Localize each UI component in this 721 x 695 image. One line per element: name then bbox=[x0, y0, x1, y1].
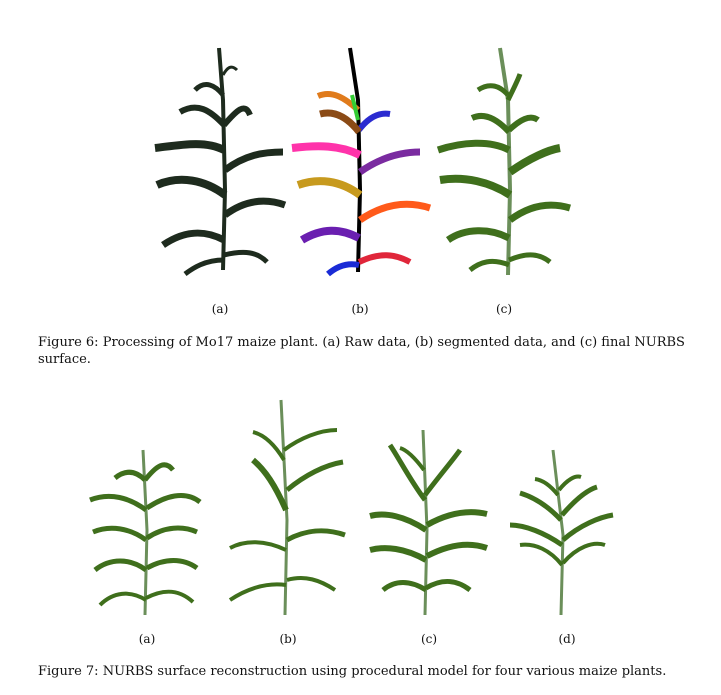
maize-plant-nurbs-image bbox=[436, 47, 572, 276]
maize-plant-segmented-image bbox=[291, 47, 432, 277]
maize-plant-b-image bbox=[228, 399, 346, 616]
figure7-label-d: (d) bbox=[558, 632, 576, 646]
figure7-label-c: (c) bbox=[420, 632, 438, 646]
figure6-label-a: (a) bbox=[211, 302, 229, 316]
figure7-panel-d bbox=[505, 445, 620, 620]
figure7-caption: Figure 7: NURBS surface reconstruction u… bbox=[38, 664, 667, 679]
figure6-panel-a bbox=[145, 40, 295, 285]
figure7-panel-c bbox=[365, 420, 490, 620]
figure7-panel-b bbox=[225, 390, 350, 620]
maize-plant-d-image bbox=[509, 449, 614, 616]
figure6-caption: Figure 6: Processing of Mo17 maize plant… bbox=[38, 335, 685, 367]
figure7-label-a: (a) bbox=[138, 632, 156, 646]
figure7-panel-a bbox=[85, 430, 205, 620]
figure6-panel-c bbox=[430, 40, 580, 285]
maize-plant-a-image bbox=[89, 449, 202, 616]
figure7-label-b: (b) bbox=[279, 632, 297, 646]
figure6-panel-b bbox=[290, 40, 440, 285]
maize-plant-c-image bbox=[369, 429, 488, 616]
figure6-label-c: (c) bbox=[495, 302, 513, 316]
figure6-label-b: (b) bbox=[351, 302, 369, 316]
maize-plant-raw-image bbox=[154, 47, 287, 277]
